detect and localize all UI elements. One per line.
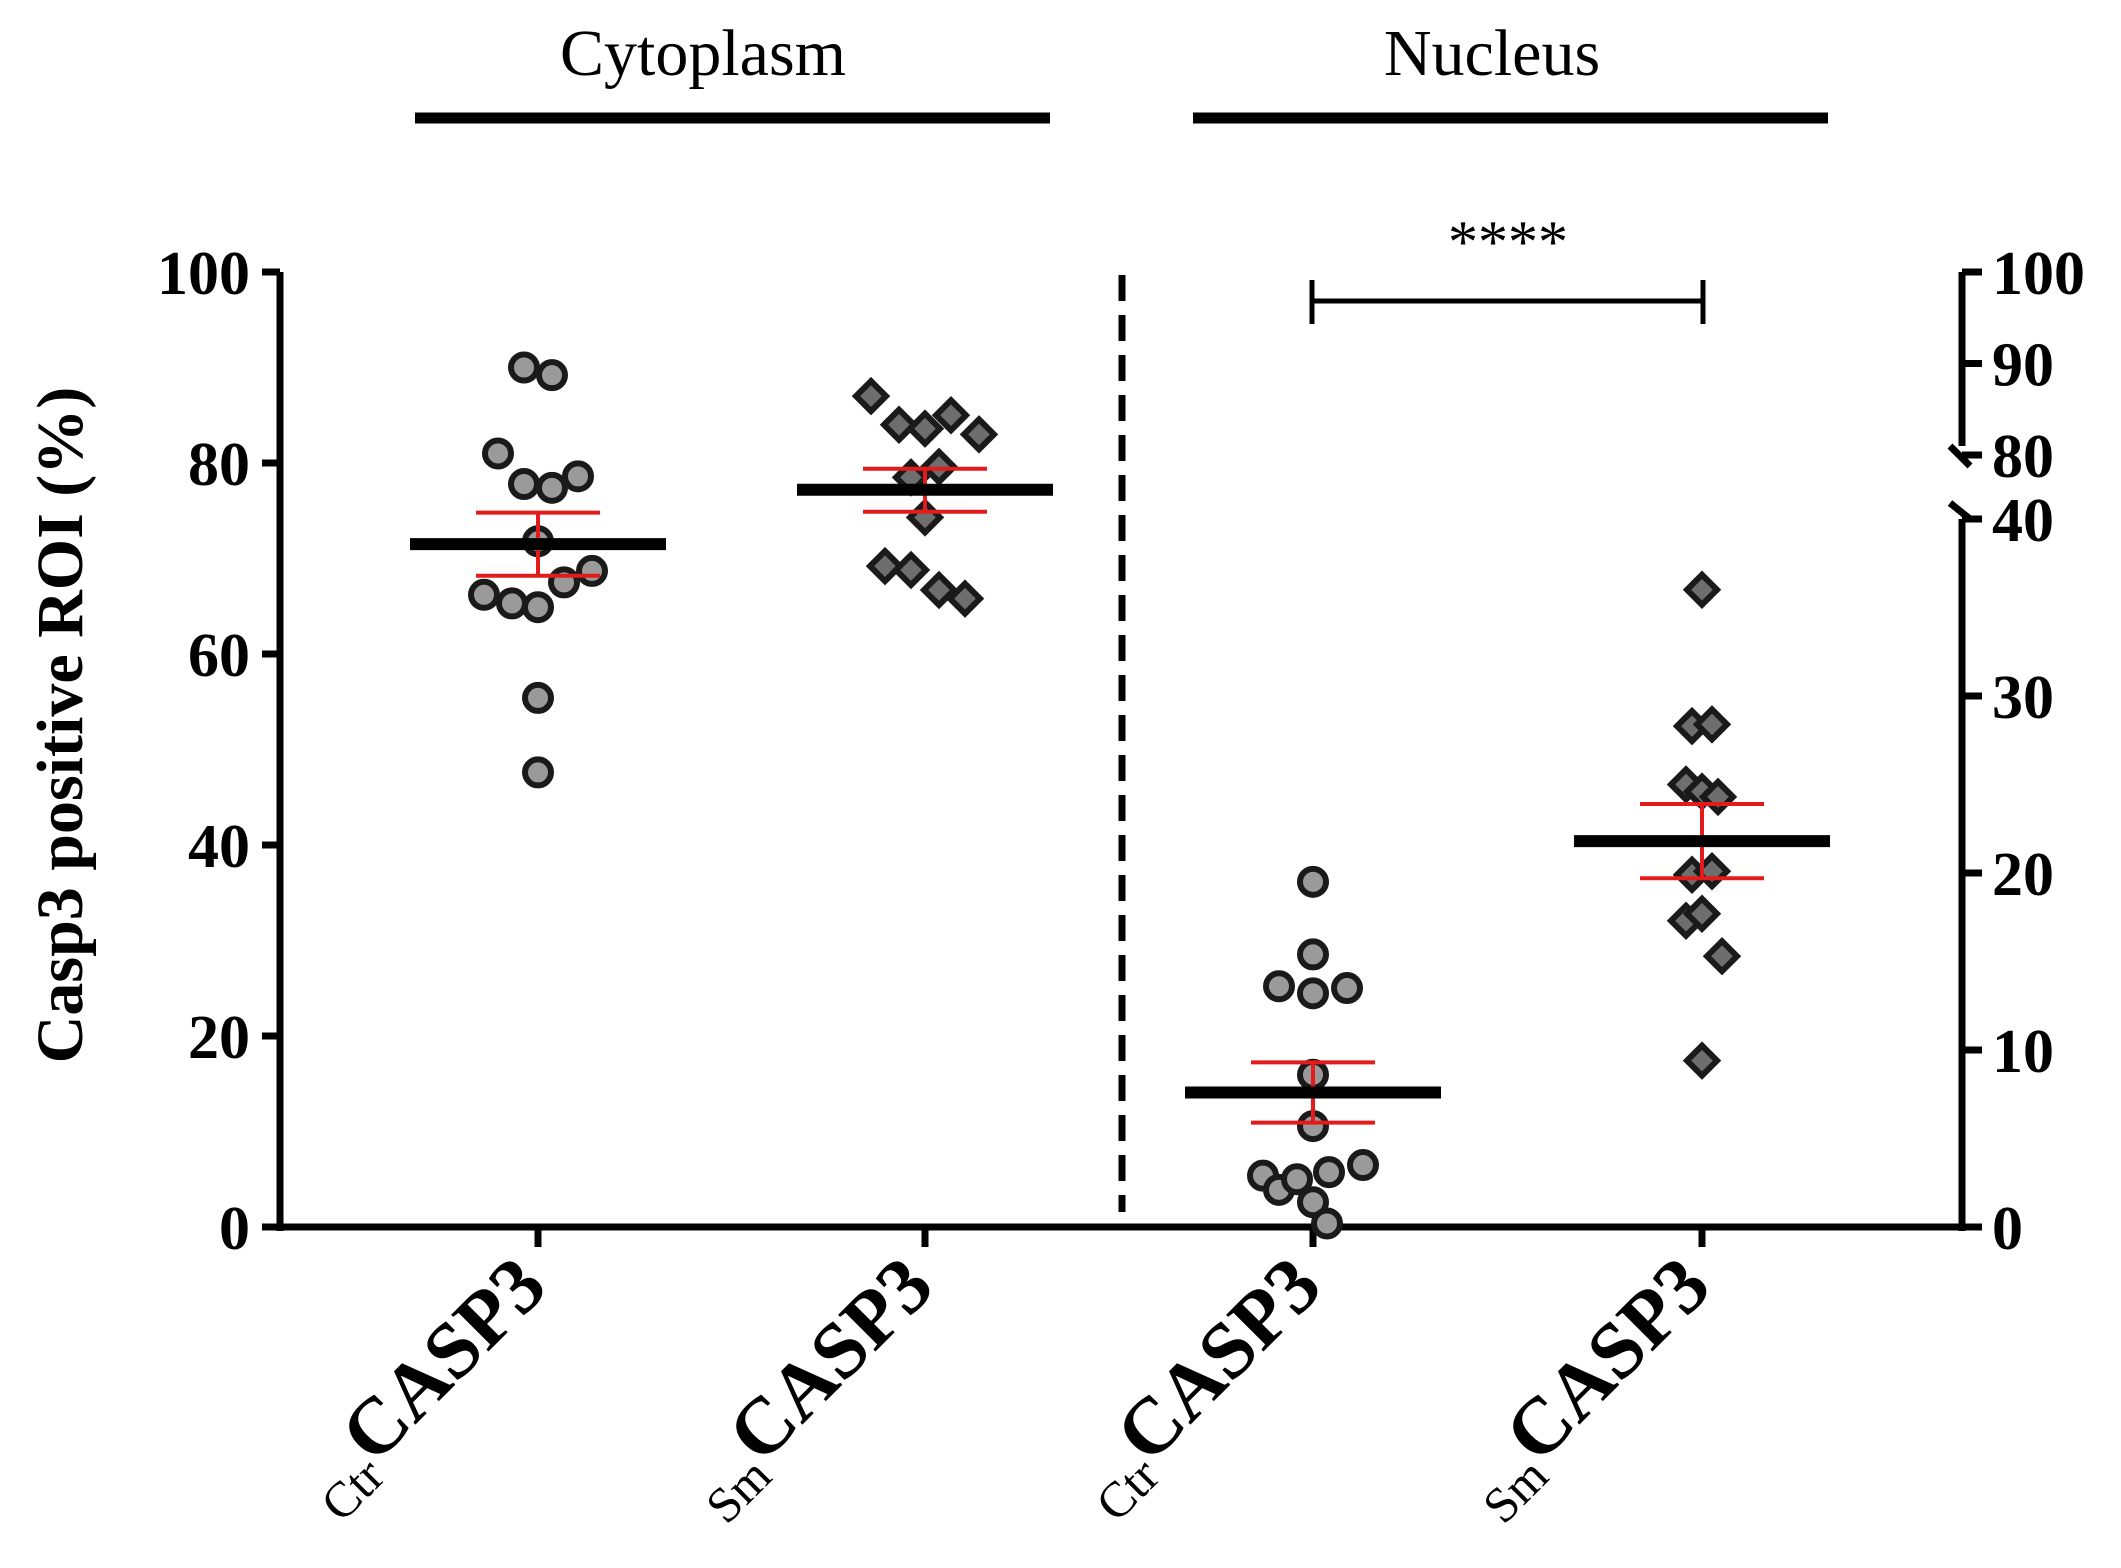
data-point-circle [576, 554, 608, 587]
data-point-circle [1331, 972, 1363, 1005]
right-tick-label: 10 [1992, 1018, 2054, 1086]
data-point-diamond [1682, 1041, 1722, 1080]
x-tick-label-name: CASP3 [711, 1241, 949, 1479]
x-tick-label-name: CASP3 [1099, 1241, 1337, 1479]
data-point-circle [522, 681, 554, 714]
x-tick-label: SmCASP3 [1441, 1241, 1734, 1534]
x-tick-label-name: CASP3 [1488, 1241, 1726, 1479]
data-point-circle [1297, 1186, 1329, 1219]
data-point-diamond [919, 570, 959, 610]
group-label-cytoplasm: Cytoplasm [560, 17, 846, 90]
data-point-diamond [1692, 705, 1732, 744]
data-point-diamond [1682, 570, 1722, 610]
data-point-circle [1263, 970, 1295, 1003]
data-point-diamond [879, 405, 919, 445]
left-tick-label: 80 [188, 431, 250, 499]
data-point-diamond [959, 415, 999, 454]
significance-stars: **** [1448, 209, 1568, 275]
data-point-circle [508, 351, 540, 384]
x-axis-ticks: CtrCASP3 SmCASP3 CtrCASP3 SmCASP3 [279, 1227, 1734, 1534]
data-point-circle [508, 468, 540, 501]
group-label-nucleus: Nucleus [1384, 17, 1600, 90]
significance-bracket [1309, 280, 1706, 324]
data-point-circle [536, 471, 568, 504]
right-tick-label: 90 [1992, 332, 2054, 400]
data-point-circle [1281, 1163, 1313, 1196]
data-point-diamond [905, 409, 945, 448]
left-axis-ticks: 0 20 40 60 80 100 [157, 240, 280, 1263]
data-marks [468, 351, 1742, 1240]
data-point-circle [1347, 1149, 1379, 1182]
data-point-circle [1297, 865, 1329, 898]
y-axis-title: Casp3 positive ROI (%) [24, 387, 97, 1064]
data-point-diamond [851, 376, 891, 416]
right-tick-label: 20 [1992, 841, 2054, 909]
data-point-diamond [945, 579, 985, 618]
data-point-diamond [1682, 894, 1722, 933]
data-point-circle [496, 587, 528, 620]
data-point-circle [522, 591, 554, 624]
x-tick-label: CtrCASP3 [1054, 1241, 1345, 1532]
data-point-circle [1297, 938, 1329, 971]
left-tick-label: 40 [188, 813, 250, 881]
left-tick-label: 60 [188, 622, 250, 690]
left-tick-label: 0 [219, 1195, 250, 1263]
right-tick-label: 100 [1992, 240, 2085, 308]
left-tick-label: 20 [188, 1004, 250, 1072]
data-point-circle [1297, 977, 1329, 1010]
data-point-circle [548, 566, 580, 599]
x-tick-label-name: CASP3 [324, 1241, 562, 1479]
x-tick-label: SmCASP3 [664, 1241, 957, 1534]
x-tick-label: CtrCASP3 [279, 1241, 570, 1532]
data-point-circle [562, 460, 594, 493]
data-point-diamond [1702, 936, 1742, 976]
data-point-circle [482, 437, 514, 470]
data-point-diamond [865, 546, 905, 586]
right-tick-label: 80 [1992, 423, 2054, 491]
left-tick-label: 100 [157, 240, 250, 308]
data-point-circle [468, 578, 500, 611]
data-point-diamond [891, 550, 931, 590]
data-point-circle [1311, 1207, 1343, 1240]
data-point-diamond [931, 396, 971, 435]
data-point-circle [522, 756, 554, 789]
right-tick-label: 0 [1992, 1195, 2023, 1263]
summary-bars [410, 466, 1830, 1125]
right-tick-label: 40 [1992, 487, 2054, 555]
data-point-circle [1313, 1156, 1345, 1189]
data-point-circle [536, 359, 568, 392]
right-tick-label: 30 [1992, 664, 2054, 732]
right-axis-break-mark-upper [1947, 443, 1973, 469]
